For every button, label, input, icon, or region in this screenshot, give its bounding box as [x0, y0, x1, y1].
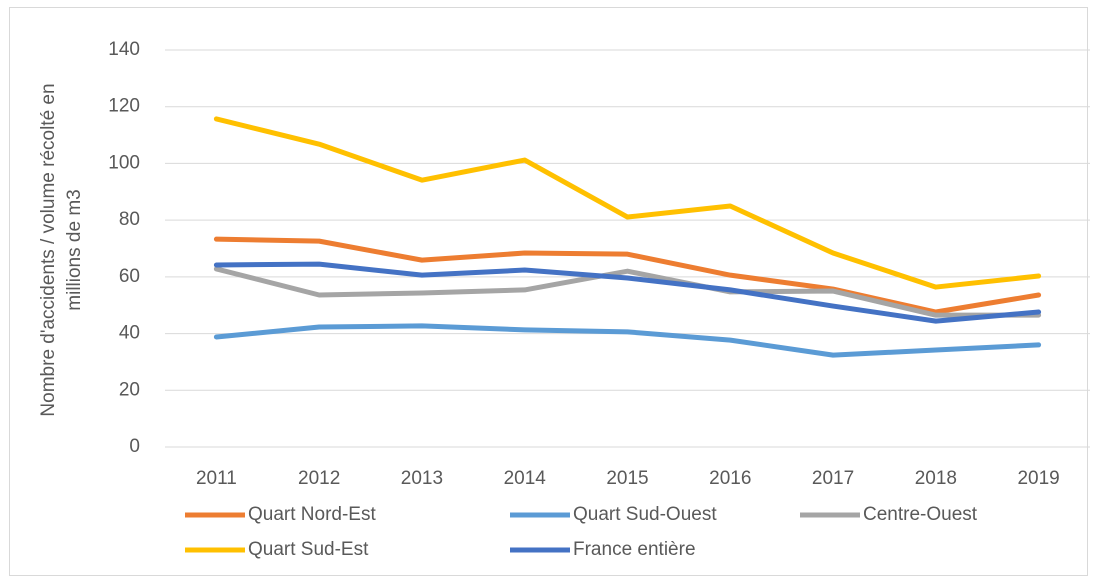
- y-axis-label-line: Nombre d'accidents / volume récolté en: [38, 83, 59, 416]
- chart-border: [9, 7, 1088, 576]
- x-tick-label: 2015: [606, 468, 648, 489]
- x-tick-label: 2013: [401, 468, 443, 489]
- y-tick-label: 0: [129, 436, 140, 457]
- x-tick-label: 2014: [504, 468, 547, 489]
- line-series: [213, 323, 1042, 358]
- y-tick-label: 100: [108, 152, 140, 173]
- y-tick-label: 80: [119, 209, 140, 230]
- x-tick-label: 2016: [709, 468, 751, 489]
- y-axis-label-line: millions de m3: [64, 189, 85, 310]
- legend-label: Centre-Ouest: [863, 504, 978, 525]
- legend-label: Quart Sud-Est: [248, 539, 369, 560]
- x-tick-label: 2017: [812, 468, 854, 489]
- legend-label: Quart Nord-Est: [248, 504, 376, 525]
- x-tick-label: 2012: [298, 468, 340, 489]
- y-tick-label: 40: [119, 323, 140, 344]
- y-tick-label: 60: [119, 266, 140, 287]
- x-tick-label: 2019: [1017, 468, 1059, 489]
- y-tick-label: 120: [108, 96, 140, 117]
- line-series: [213, 266, 1042, 318]
- x-tick-label: 2011: [196, 468, 237, 489]
- line-series: [213, 261, 1042, 324]
- legend-label: Quart Sud-Ouest: [573, 504, 717, 525]
- legend-label: France entière: [573, 539, 696, 560]
- y-tick-label: 20: [119, 379, 140, 400]
- y-tick-label: 140: [108, 39, 140, 60]
- line-series: [213, 236, 1042, 315]
- line-series: [213, 116, 1042, 290]
- x-tick-label: 2018: [915, 468, 957, 489]
- y-axis-label: Nombre d'accidents / volume récolté en mi…: [38, 83, 85, 416]
